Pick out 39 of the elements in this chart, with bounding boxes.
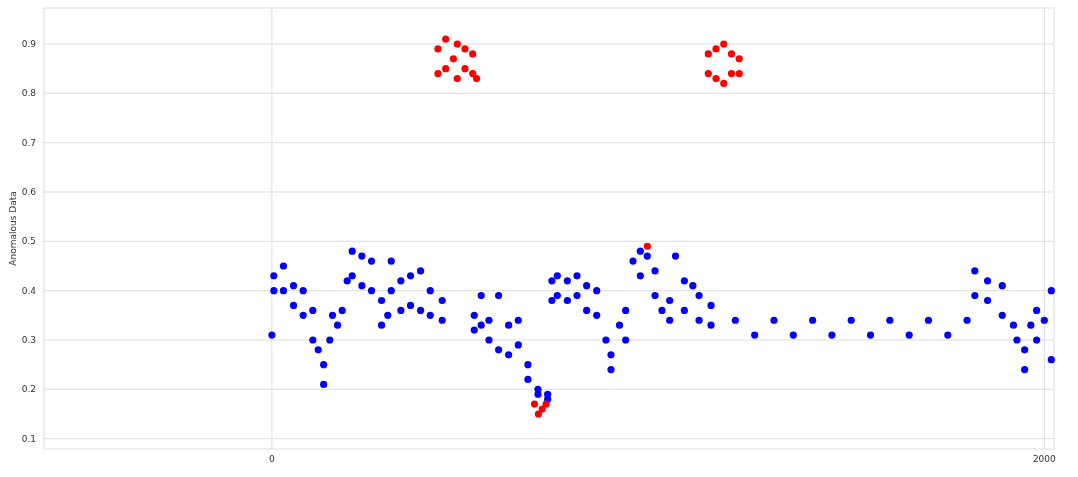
point [534,410,542,418]
point [469,70,477,78]
y-tick-label: 0.8 [21,88,37,99]
y-tick-label: 0.1 [21,433,36,444]
point [469,50,477,58]
y-tick-label: 0.7 [21,137,36,148]
point [530,400,539,408]
point [472,74,481,83]
point [461,65,469,73]
point [449,55,458,63]
point [704,70,712,78]
point [453,40,461,48]
x-tick-label: 2000 [1032,454,1057,464]
point [712,45,720,53]
point [442,35,450,43]
point [538,405,546,413]
point [643,242,651,250]
y-tick-label: 0.4 [21,285,37,296]
point [727,50,736,58]
point [704,50,712,58]
y-tick-label: 0.2 [21,384,36,395]
y-tick-label: 0.5 [21,236,36,247]
point [434,70,442,78]
point [735,70,743,78]
y-tick-label: 0.9 [21,39,37,50]
x-tick-label: 0 [269,454,276,464]
point [442,65,450,73]
y-tick-label: 0.6 [21,187,37,198]
point [542,400,550,408]
point [720,40,728,48]
point [434,45,442,53]
point [735,55,743,63]
point [712,74,720,83]
point [461,45,469,53]
point [453,74,461,83]
y-axis-title: Anomalous Data [8,191,18,266]
y-tick-label: 0.3 [21,335,36,346]
point [727,70,736,78]
point [720,79,728,88]
